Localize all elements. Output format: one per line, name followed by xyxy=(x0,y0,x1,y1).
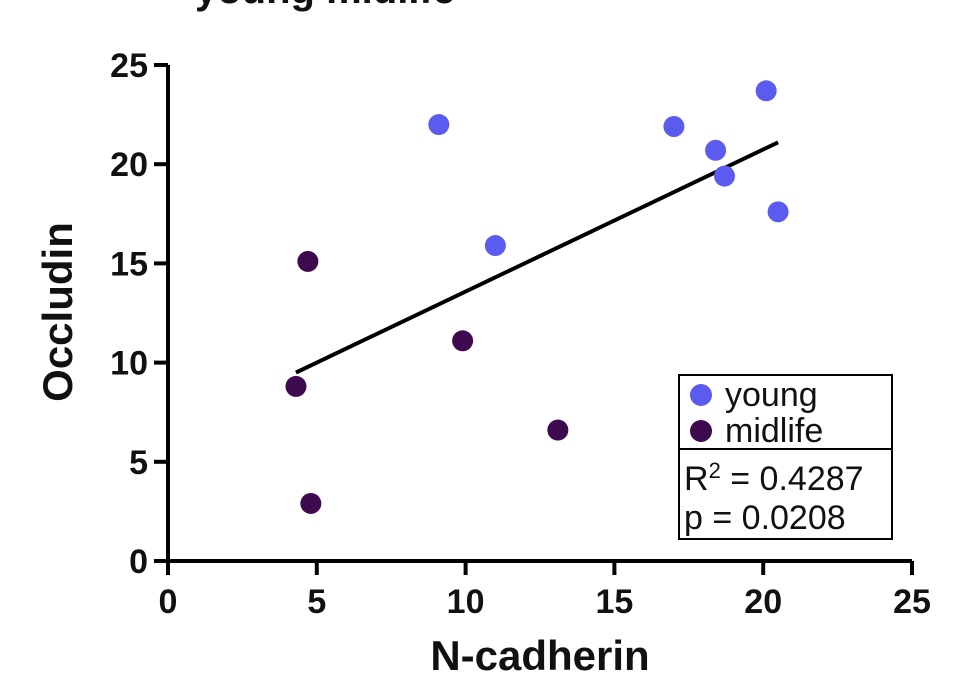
data-point-midlife xyxy=(452,330,474,352)
data-point-young xyxy=(663,116,685,138)
x-tick-label: 15 xyxy=(595,583,633,621)
r-squared-symbol: R xyxy=(684,460,709,498)
x-tick-label: 5 xyxy=(307,583,326,621)
regression-line xyxy=(295,140,779,375)
data-point-young xyxy=(484,235,506,257)
x-tick-label: 10 xyxy=(447,583,485,621)
y-tick-label: 10 xyxy=(110,345,148,383)
y-tick-label: 25 xyxy=(110,47,148,85)
data-point-midlife xyxy=(300,492,322,514)
legend-label-young: young xyxy=(725,376,818,414)
axes: 0 5 10 15 20 25 0 5 10 15 20 25 xyxy=(110,47,931,621)
data-point-young xyxy=(705,139,727,161)
data-points xyxy=(285,80,789,514)
legend-box: young midlife R2 = 0.4287 p = 0.0208 xyxy=(678,374,893,540)
legend-frame xyxy=(678,374,893,540)
r-squared-superscript: 2 xyxy=(709,458,721,483)
y-tick-label: 20 xyxy=(110,146,148,184)
data-point-young xyxy=(428,114,450,136)
legend-label-midlife: midlife xyxy=(725,412,823,450)
data-point-midlife xyxy=(285,375,307,397)
y-tick-label: 15 xyxy=(110,245,148,283)
y-tick-label: 5 xyxy=(129,444,148,482)
r-squared-text: R2 = 0.4287 xyxy=(684,458,864,499)
data-point-young xyxy=(714,165,736,187)
data-point-midlife xyxy=(297,250,319,272)
x-tick-label: 0 xyxy=(159,583,178,621)
x-tick-label: 20 xyxy=(744,583,782,621)
y-tick-label: 0 xyxy=(129,543,148,581)
data-point-young xyxy=(767,201,789,223)
y-axis-title: Occludin xyxy=(34,222,81,402)
legend-marker-midlife xyxy=(690,420,712,442)
x-tick-label: 25 xyxy=(893,583,931,621)
p-value-text: p = 0.0208 xyxy=(684,499,846,537)
x-axis-title: N-cadherin xyxy=(430,632,649,679)
data-point-young xyxy=(755,80,777,102)
legend-marker-young xyxy=(690,384,712,406)
r-squared-value: = 0.4287 xyxy=(721,460,864,498)
regression-line-group xyxy=(295,140,779,375)
data-point-midlife xyxy=(547,419,569,441)
chart-title: young midlife xyxy=(195,0,455,12)
